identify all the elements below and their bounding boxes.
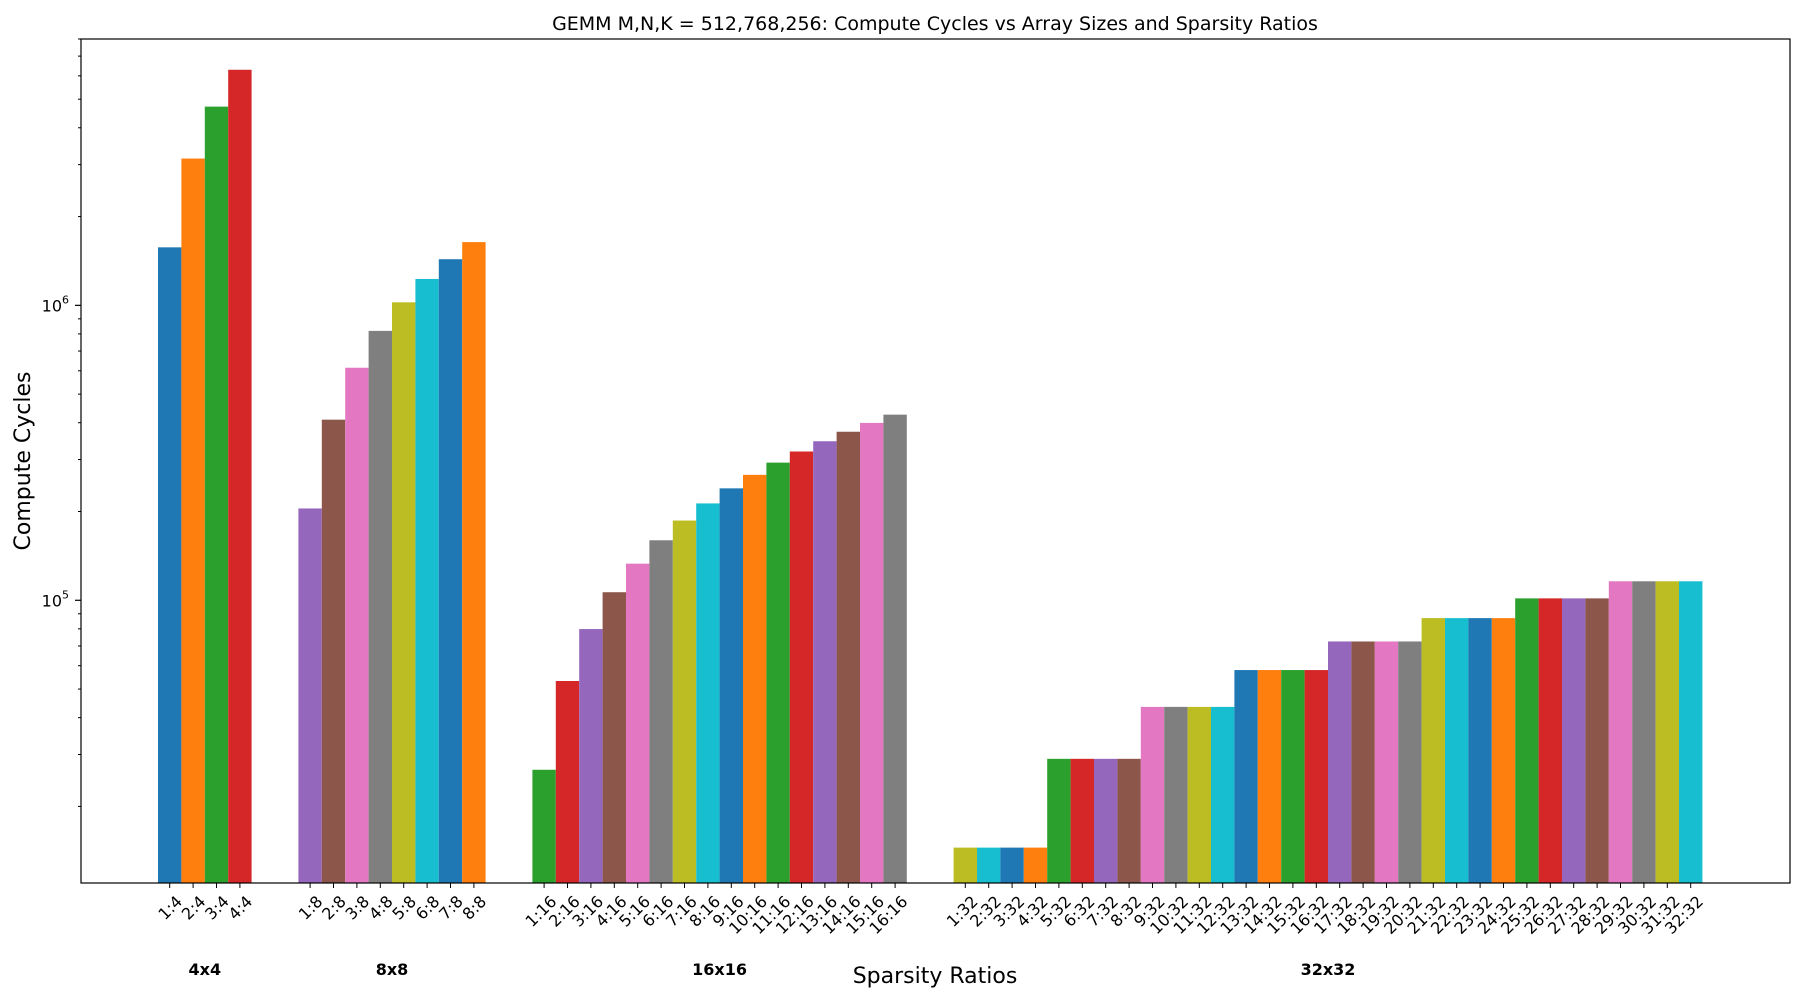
bar — [1257, 670, 1282, 883]
bar — [1632, 581, 1656, 883]
bar — [1398, 641, 1422, 883]
bar — [836, 431, 860, 883]
bar — [626, 563, 650, 883]
bar — [1164, 706, 1188, 883]
bar — [719, 488, 743, 883]
bar — [579, 629, 603, 883]
bar — [1538, 598, 1562, 883]
bar — [1023, 847, 1048, 883]
bar — [743, 474, 767, 883]
bar — [228, 69, 252, 883]
x-tick-label: 4:4 — [225, 892, 257, 924]
bar — [1421, 618, 1445, 883]
y-axis: 105 106 — [42, 38, 81, 807]
group-label: 8x8 — [376, 960, 409, 979]
bar — [321, 419, 346, 883]
bar — [649, 540, 673, 883]
bar — [1515, 598, 1539, 883]
bar — [415, 278, 439, 884]
bar — [1608, 581, 1633, 883]
bars-layer — [158, 69, 1703, 884]
bar — [1281, 670, 1305, 883]
bar — [1468, 618, 1492, 883]
bar — [1187, 706, 1211, 883]
bar — [1117, 758, 1141, 883]
bar — [696, 503, 720, 883]
bar — [1445, 618, 1469, 883]
bar — [462, 242, 486, 884]
bar — [1304, 670, 1328, 883]
bar — [813, 441, 837, 883]
bar — [555, 681, 580, 883]
group-label: 16x16 — [692, 960, 747, 979]
chart-title: GEMM M,N,K = 512,768,256: Compute Cycles… — [552, 13, 1318, 35]
bar — [1070, 758, 1094, 883]
bar — [789, 451, 814, 883]
bar — [438, 259, 463, 884]
x-axis-label: Sparsity Ratios — [853, 964, 1018, 989]
bar — [181, 158, 205, 883]
bar — [977, 847, 1001, 883]
bar — [883, 414, 907, 883]
bar — [672, 520, 697, 883]
y-tick-label: 106 — [42, 293, 69, 315]
bar — [860, 422, 884, 883]
bar — [1234, 670, 1258, 883]
y-axis-label: Compute Cycles — [11, 372, 36, 551]
bar — [1585, 598, 1609, 883]
bar — [1655, 581, 1679, 883]
bar — [766, 462, 790, 883]
bar — [392, 302, 416, 883]
plot-frame — [80, 38, 1791, 884]
x-tick-label: 8:8 — [459, 892, 491, 924]
bar — [1000, 847, 1024, 883]
x-axis: 1:42:43:44:4 1:82:83:84:85:86:87:88:8 1:16… — [154, 883, 1707, 938]
group-label: 32x32 — [1301, 960, 1356, 979]
bar — [1328, 641, 1352, 883]
bar — [368, 330, 392, 883]
bar — [1211, 706, 1235, 883]
bar — [1351, 641, 1375, 883]
group-labels: 4x4 8x8 16x16 32x32 — [189, 960, 1356, 979]
bar — [1491, 618, 1516, 883]
y-tick-label: 105 — [42, 588, 69, 610]
bar — [158, 247, 182, 884]
bar — [1562, 598, 1586, 883]
bar — [1094, 758, 1118, 883]
bar — [1140, 706, 1165, 883]
bar — [1679, 581, 1703, 883]
bar — [204, 106, 229, 884]
bar — [298, 508, 322, 883]
bar — [532, 769, 556, 883]
bar — [345, 367, 369, 883]
bar — [602, 592, 626, 883]
group-label: 4x4 — [189, 960, 222, 979]
bar — [1374, 641, 1399, 883]
bar — [953, 847, 977, 883]
bar — [1047, 758, 1071, 883]
